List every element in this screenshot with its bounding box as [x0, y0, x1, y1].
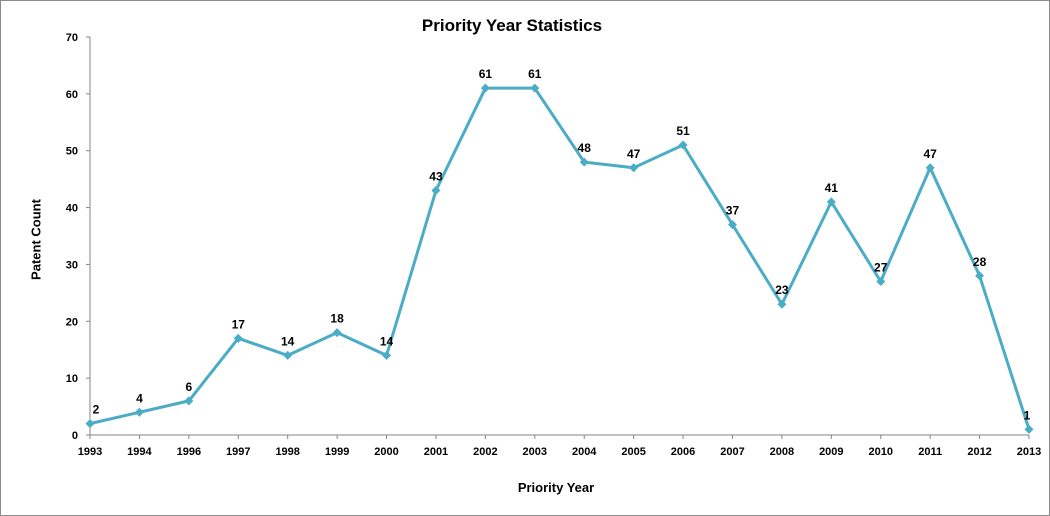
x-tick-label: 1996 — [177, 446, 201, 458]
y-tick-label: 10 — [66, 373, 78, 385]
data-point-marker — [134, 407, 144, 417]
data-label: 43 — [429, 170, 443, 184]
data-label: 1 — [1024, 408, 1031, 422]
y-tick-label: 0 — [72, 430, 78, 442]
data-point-marker — [480, 83, 490, 93]
data-label: 18 — [330, 312, 344, 326]
data-label: 28 — [973, 255, 987, 269]
x-tick-label: 2002 — [473, 446, 497, 458]
data-point-marker — [85, 419, 95, 429]
data-point-marker — [1024, 424, 1034, 434]
data-label: 23 — [775, 283, 789, 297]
x-tick-label: 1999 — [325, 446, 349, 458]
data-point-marker — [925, 163, 935, 173]
x-tick-label: 1994 — [127, 446, 152, 458]
x-tick-label: 2011 — [918, 446, 942, 458]
x-tick-label: 2001 — [424, 446, 448, 458]
x-tick-label: 2013 — [1017, 446, 1041, 458]
data-point-marker — [184, 396, 194, 406]
data-point-marker — [678, 140, 688, 150]
data-label: 51 — [676, 124, 690, 138]
data-point-marker — [975, 271, 985, 281]
x-tick-label: 2012 — [967, 446, 991, 458]
x-tick-label: 2009 — [819, 446, 843, 458]
x-tick-label: 2006 — [671, 446, 695, 458]
x-tick-label: 1993 — [78, 446, 102, 458]
data-label: 6 — [185, 380, 192, 394]
y-tick-label: 50 — [66, 146, 78, 158]
y-tick-label: 30 — [66, 259, 78, 271]
y-tick-label: 60 — [66, 89, 78, 101]
y-tick-label: 40 — [66, 203, 78, 215]
data-label: 27 — [874, 260, 888, 274]
data-point-marker — [629, 163, 639, 173]
data-label: 47 — [923, 147, 937, 161]
x-tick-label: 2008 — [770, 446, 794, 458]
chart-title: Priority Year Statistics — [421, 16, 603, 35]
x-tick-label: 1998 — [275, 446, 299, 458]
data-label: 17 — [232, 317, 246, 331]
data-point-marker — [530, 83, 540, 93]
data-label: 61 — [528, 67, 542, 81]
x-tick-label: 2007 — [720, 446, 744, 458]
data-point-marker — [431, 186, 441, 196]
data-label: 2 — [93, 403, 100, 417]
data-point-marker — [579, 157, 589, 167]
data-label: 41 — [825, 181, 839, 195]
series-line — [89, 86, 1031, 430]
x-tick-label: 2004 — [572, 446, 597, 458]
data-label: 14 — [380, 334, 394, 348]
x-tick-label: 2005 — [621, 446, 645, 458]
data-label: 61 — [479, 67, 493, 81]
data-point-marker — [777, 299, 787, 309]
x-tick-label: 2003 — [523, 446, 547, 458]
data-label: 37 — [726, 204, 740, 218]
data-point-marker — [876, 276, 886, 286]
data-point-marker — [826, 197, 836, 207]
x-tick-label: 2000 — [374, 446, 398, 458]
data-point-marker — [233, 333, 243, 343]
x-tick-label: 1997 — [226, 446, 250, 458]
data-point-marker — [382, 350, 392, 360]
data-label: 48 — [578, 141, 592, 155]
data-point-marker — [283, 350, 293, 360]
data-point-marker — [332, 328, 342, 338]
x-tick-label: 2010 — [868, 446, 892, 458]
y-tick-label: 70 — [66, 32, 78, 44]
x-axis-label: Priority Year — [517, 480, 595, 495]
data-label: 14 — [281, 334, 295, 348]
data-label: 4 — [136, 391, 143, 405]
data-label: 47 — [627, 147, 641, 161]
data-point-marker — [727, 220, 737, 230]
y-tick-label: 20 — [66, 316, 78, 328]
